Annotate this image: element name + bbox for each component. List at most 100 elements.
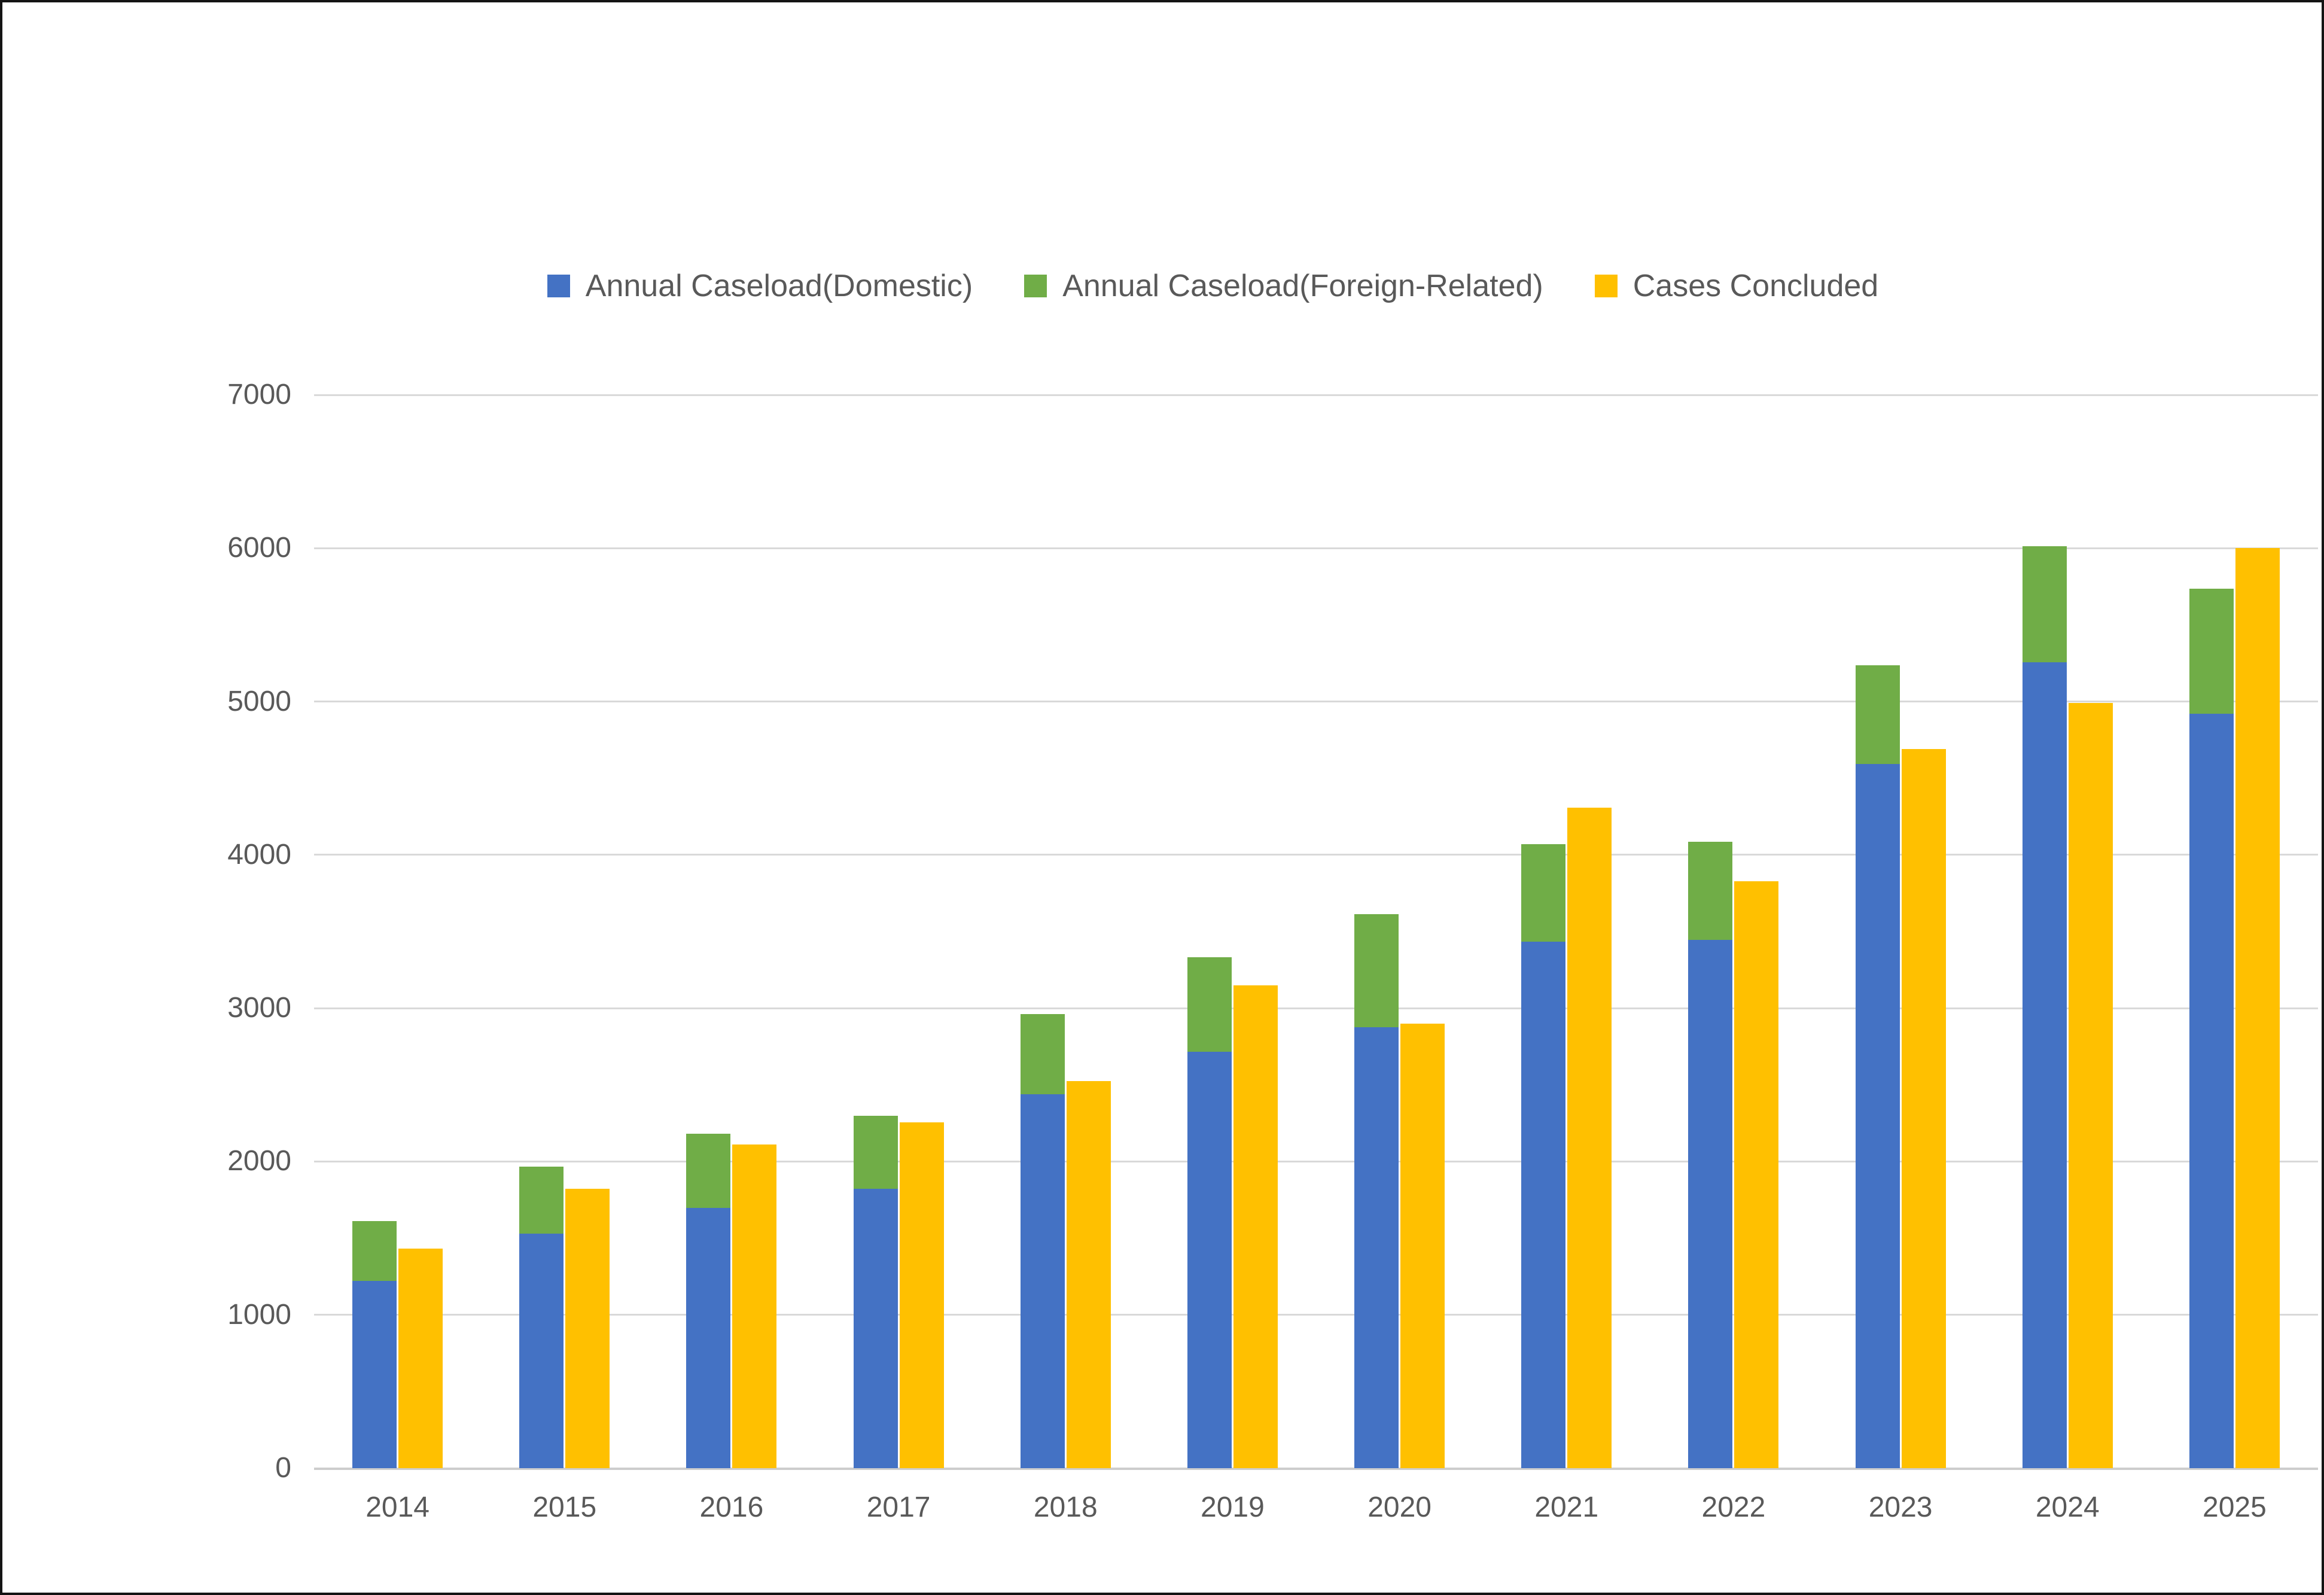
stacked-caseload-column-2024 <box>2022 546 2067 1468</box>
legend-label-cases-concluded: Cases Concluded <box>1632 269 1879 303</box>
bar-cases-concluded-2022 <box>1734 881 1779 1468</box>
x-tick-label-2018: 2018 <box>1033 1491 1098 1523</box>
chart-legend: Annual Caseload(Domestic) Annual Caseloa… <box>51 268 2324 304</box>
bar-group-2022 <box>1650 395 1817 1468</box>
x-tick-label-2025: 2025 <box>2203 1491 2267 1523</box>
legend-item-foreign-related: Annual Caseload(Foreign-Related) <box>1024 268 1543 304</box>
gridline-1000 <box>314 1314 2318 1316</box>
x-tick-label-2015: 2015 <box>532 1491 597 1523</box>
y-tick-label-6000: 6000 <box>227 532 291 564</box>
bar-cases-concluded-2016 <box>732 1144 777 1468</box>
stacked-caseload-column-2023 <box>1855 665 1900 1468</box>
bar-foreign-related-2022 <box>1688 841 1733 940</box>
stacked-caseload-column-2014 <box>352 1221 397 1468</box>
bar-domestic-2024 <box>2022 662 2067 1468</box>
gridline-4000 <box>314 854 2318 856</box>
legend-item-domestic: Annual Caseload(Domestic) <box>547 268 973 304</box>
legend-label-foreign-related: Annual Caseload(Foreign-Related) <box>1062 269 1543 303</box>
stacked-caseload-column-2018 <box>1020 1013 1065 1468</box>
bar-group-2014 <box>314 395 481 1468</box>
y-tick-label-5000: 5000 <box>227 685 291 717</box>
x-tick-label-2022: 2022 <box>1701 1491 1766 1523</box>
bar-domestic-2016 <box>686 1207 731 1468</box>
bar-group-2025 <box>2151 395 2318 1468</box>
gridline-7000 <box>314 394 2318 396</box>
stacked-caseload-column-2020 <box>1354 914 1399 1468</box>
bar-cases-concluded-2025 <box>2235 548 2280 1468</box>
bar-group-2015 <box>481 395 648 1468</box>
x-tick-label-2017: 2017 <box>866 1491 931 1523</box>
stacked-caseload-column-2022 <box>1688 841 1733 1468</box>
x-tick-label-2016: 2016 <box>699 1491 764 1523</box>
bar-cases-concluded-2024 <box>2068 703 2113 1468</box>
plot-area <box>314 394 2318 1470</box>
x-tick-label-2023: 2023 <box>1868 1491 1933 1523</box>
stacked-caseload-column-2025 <box>2189 589 2234 1468</box>
bar-foreign-related-2021 <box>1521 844 1566 942</box>
bar-foreign-related-2025 <box>2189 589 2234 714</box>
stacked-caseload-column-2015 <box>519 1166 564 1468</box>
gridline-2000 <box>314 1160 2318 1162</box>
legend-swatch-cases-concluded-icon <box>1594 275 1618 297</box>
bar-foreign-related-2023 <box>1855 665 1900 765</box>
bar-domestic-2018 <box>1020 1094 1065 1468</box>
bar-domestic-2015 <box>519 1233 564 1468</box>
y-tick-label-4000: 4000 <box>227 838 291 870</box>
bar-domestic-2022 <box>1688 940 1733 1468</box>
bar-domestic-2019 <box>1187 1051 1232 1468</box>
stacked-caseload-column-2016 <box>686 1134 731 1468</box>
stacked-caseload-column-2019 <box>1187 957 1232 1468</box>
bar-foreign-related-2017 <box>853 1116 898 1189</box>
bar-group-2016 <box>648 395 815 1468</box>
stacked-caseload-column-2017 <box>853 1116 898 1468</box>
bar-foreign-related-2016 <box>686 1134 731 1208</box>
bar-group-2019 <box>1149 395 1316 1468</box>
bar-domestic-2025 <box>2189 714 2234 1468</box>
bar-cases-concluded-2019 <box>1233 985 1278 1468</box>
bar-foreign-related-2018 <box>1020 1013 1065 1094</box>
y-tick-label-1000: 1000 <box>227 1298 291 1331</box>
x-axis-tick-labels: 2014 2015 2016 2017 2018 2019 2020 2021 2022 2023… <box>314 1493 2318 1535</box>
bar-domestic-2020 <box>1354 1027 1399 1468</box>
bar-domestic-2021 <box>1521 941 1566 1468</box>
x-axis-line <box>314 1467 2318 1470</box>
bar-foreign-related-2019 <box>1187 957 1232 1052</box>
y-tick-label-2000: 2000 <box>227 1145 291 1177</box>
bar-group-2024 <box>1984 395 2151 1468</box>
x-tick-label-2024: 2024 <box>2035 1491 2100 1523</box>
y-tick-label-7000: 7000 <box>227 379 291 410</box>
x-tick-label-2021: 2021 <box>1534 1491 1599 1523</box>
legend-swatch-foreign-related-icon <box>1024 275 1047 297</box>
bar-cases-concluded-2023 <box>1901 749 1946 1468</box>
y-tick-label-0: 0 <box>275 1452 291 1484</box>
legend-label-domestic: Annual Caseload(Domestic) <box>585 269 973 303</box>
x-tick-label-2019: 2019 <box>1201 1491 1265 1523</box>
bar-group-2020 <box>1316 395 1483 1468</box>
bar-domestic-2014 <box>352 1280 397 1468</box>
bar-cases-concluded-2014 <box>398 1249 443 1468</box>
legend-item-cases-concluded: Cases Concluded <box>1594 268 1879 304</box>
bar-group-2023 <box>1817 395 1984 1468</box>
bar-domestic-2017 <box>853 1189 898 1468</box>
x-tick-label-2014: 2014 <box>365 1491 430 1523</box>
bar-cases-concluded-2018 <box>1066 1081 1111 1468</box>
bar-cases-concluded-2020 <box>1400 1024 1445 1468</box>
x-tick-label-2020: 2020 <box>1367 1491 1431 1523</box>
bar-group-2017 <box>815 395 982 1468</box>
bar-cases-concluded-2015 <box>565 1189 610 1468</box>
gridline-5000 <box>314 701 2318 703</box>
bar-foreign-related-2015 <box>519 1166 564 1234</box>
bar-foreign-related-2024 <box>2022 546 2067 663</box>
bar-foreign-related-2014 <box>352 1221 397 1281</box>
bar-group-2021 <box>1483 395 1650 1468</box>
bar-group-2018 <box>982 395 1149 1468</box>
legend-swatch-domestic-icon <box>547 275 570 297</box>
gridline-6000 <box>314 547 2318 549</box>
stacked-caseload-column-2021 <box>1521 844 1566 1468</box>
bar-cases-concluded-2017 <box>899 1122 944 1468</box>
bar-foreign-related-2020 <box>1354 914 1399 1027</box>
y-tick-label-3000: 3000 <box>227 992 291 1024</box>
bar-domestic-2023 <box>1855 764 1900 1468</box>
y-axis-tick-labels: 0 1000 2000 3000 4000 5000 6000 7000 <box>0 381 291 1483</box>
gridline-3000 <box>314 1007 2318 1009</box>
